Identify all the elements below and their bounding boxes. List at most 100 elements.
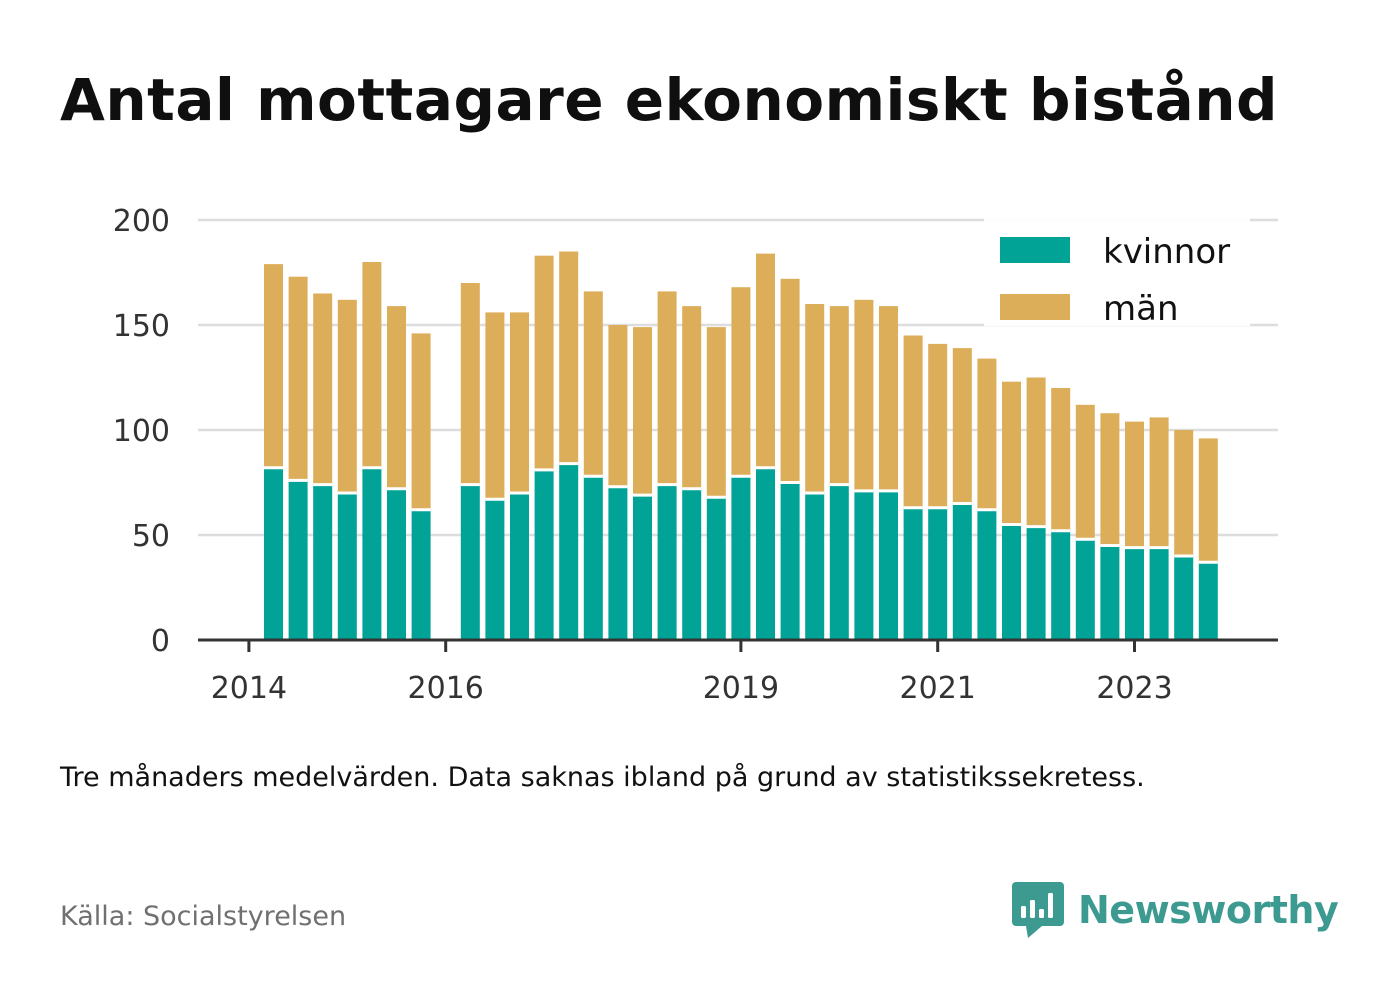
bar-man (1075, 404, 1095, 540)
bar-man (460, 283, 480, 485)
bar-man (928, 343, 948, 508)
bar-kvinnor (313, 484, 333, 640)
bar-man (977, 358, 997, 510)
legend-swatch-kvinnor (1000, 237, 1070, 263)
legend-swatch-man (1000, 294, 1070, 320)
bar-man (1198, 438, 1218, 563)
bars (264, 251, 1218, 640)
bar-man (731, 287, 751, 477)
bar-kvinnor (608, 486, 628, 640)
chart-note: Tre månaders medelvärden. Data saknas ib… (60, 762, 1145, 793)
bar-kvinnor (805, 493, 825, 640)
bar-kvinnor (1149, 547, 1169, 640)
x-tick-label: 2016 (408, 671, 484, 706)
bar-kvinnor (633, 495, 652, 640)
bar-man (879, 306, 898, 491)
y-tick-label: 50 (132, 519, 170, 554)
bar-kvinnor (1174, 556, 1194, 640)
bar-kvinnor (903, 507, 923, 640)
y-tick-label: 0 (151, 624, 170, 659)
bar-kvinnor (657, 484, 677, 640)
bar-man (1002, 381, 1021, 525)
y-tick-label: 200 (113, 204, 170, 239)
bar-man (485, 312, 505, 500)
bar-kvinnor (1075, 539, 1095, 640)
bar-kvinnor (288, 480, 308, 640)
bar-kvinnor (534, 469, 554, 640)
bar-man (780, 278, 800, 483)
bar-man (559, 251, 579, 464)
bar-man (1149, 417, 1169, 548)
bar-man (411, 333, 431, 510)
bar-kvinnor (829, 484, 849, 640)
bar-man (633, 327, 652, 496)
bar-kvinnor (682, 488, 702, 640)
bar-kvinnor (1198, 562, 1218, 640)
bar-man (854, 299, 874, 491)
legend-label-kvinnor: kvinnor (1103, 232, 1230, 272)
legend-label-man: män (1103, 289, 1179, 329)
bar-kvinnor (1051, 530, 1071, 640)
legend: kvinnor män (984, 218, 1250, 329)
bar-kvinnor (977, 509, 997, 640)
bar-kvinnor (337, 493, 357, 640)
bar-kvinnor (362, 467, 382, 640)
bar-kvinnor (952, 503, 972, 640)
bar-man (608, 325, 628, 487)
bar-kvinnor (706, 497, 726, 640)
bar-kvinnor (583, 476, 603, 640)
bar-man (510, 312, 529, 493)
chart-title: Antal mottagare ekonomiskt bistånd (60, 66, 1279, 134)
bar-kvinnor (559, 463, 579, 640)
bar-man (1174, 430, 1194, 556)
x-tick-label: 2019 (703, 671, 779, 706)
newsworthy-icon (1012, 882, 1064, 938)
bar-man (706, 327, 726, 498)
brand-name: Newsworthy (1078, 888, 1339, 932)
bar-man (1051, 388, 1071, 531)
bar-man (362, 262, 382, 468)
bar-man (682, 306, 702, 489)
bar-man (288, 276, 308, 481)
bar-kvinnor (879, 490, 898, 640)
bar-man (805, 304, 825, 493)
bar-man (903, 335, 923, 508)
bar-kvinnor (387, 488, 406, 640)
x-tick-label: 2014 (211, 671, 287, 706)
bar-man (583, 291, 603, 477)
bar-man (1125, 421, 1144, 548)
bar-man (829, 306, 849, 485)
bar-man (1026, 377, 1046, 527)
bar-kvinnor (1026, 526, 1046, 640)
bar-kvinnor (1100, 545, 1120, 640)
bar-kvinnor (485, 499, 505, 640)
x-tick-label: 2023 (1096, 671, 1172, 706)
bar-man (534, 255, 554, 470)
bar-kvinnor (411, 509, 431, 640)
bar-man (952, 348, 972, 504)
axes: 0 50 100 150 200 2014 2016 2019 2021 2023 (113, 204, 1278, 706)
bar-man (1100, 413, 1120, 546)
newsworthy-logo: Newsworthy (1012, 880, 1339, 940)
bar-man (264, 264, 283, 468)
y-tick-label: 100 (113, 414, 170, 449)
y-tick-label: 150 (113, 309, 170, 344)
bar-man (756, 253, 775, 468)
bar-kvinnor (1002, 524, 1021, 640)
bar-man (337, 299, 357, 493)
bar-kvinnor (928, 507, 948, 640)
bar-kvinnor (510, 493, 529, 640)
bar-kvinnor (854, 490, 874, 640)
bar-kvinnor (460, 484, 480, 640)
x-tick-label: 2021 (900, 671, 976, 706)
bar-man (657, 291, 677, 485)
bar-kvinnor (1125, 547, 1144, 640)
bar-kvinnor (264, 467, 283, 640)
bar-kvinnor (731, 476, 751, 640)
bar-man (313, 293, 333, 485)
bar-kvinnor (780, 482, 800, 640)
source-label: Källa: Socialstyrelsen (60, 901, 347, 932)
bar-man (387, 306, 406, 489)
bar-kvinnor (756, 467, 775, 640)
